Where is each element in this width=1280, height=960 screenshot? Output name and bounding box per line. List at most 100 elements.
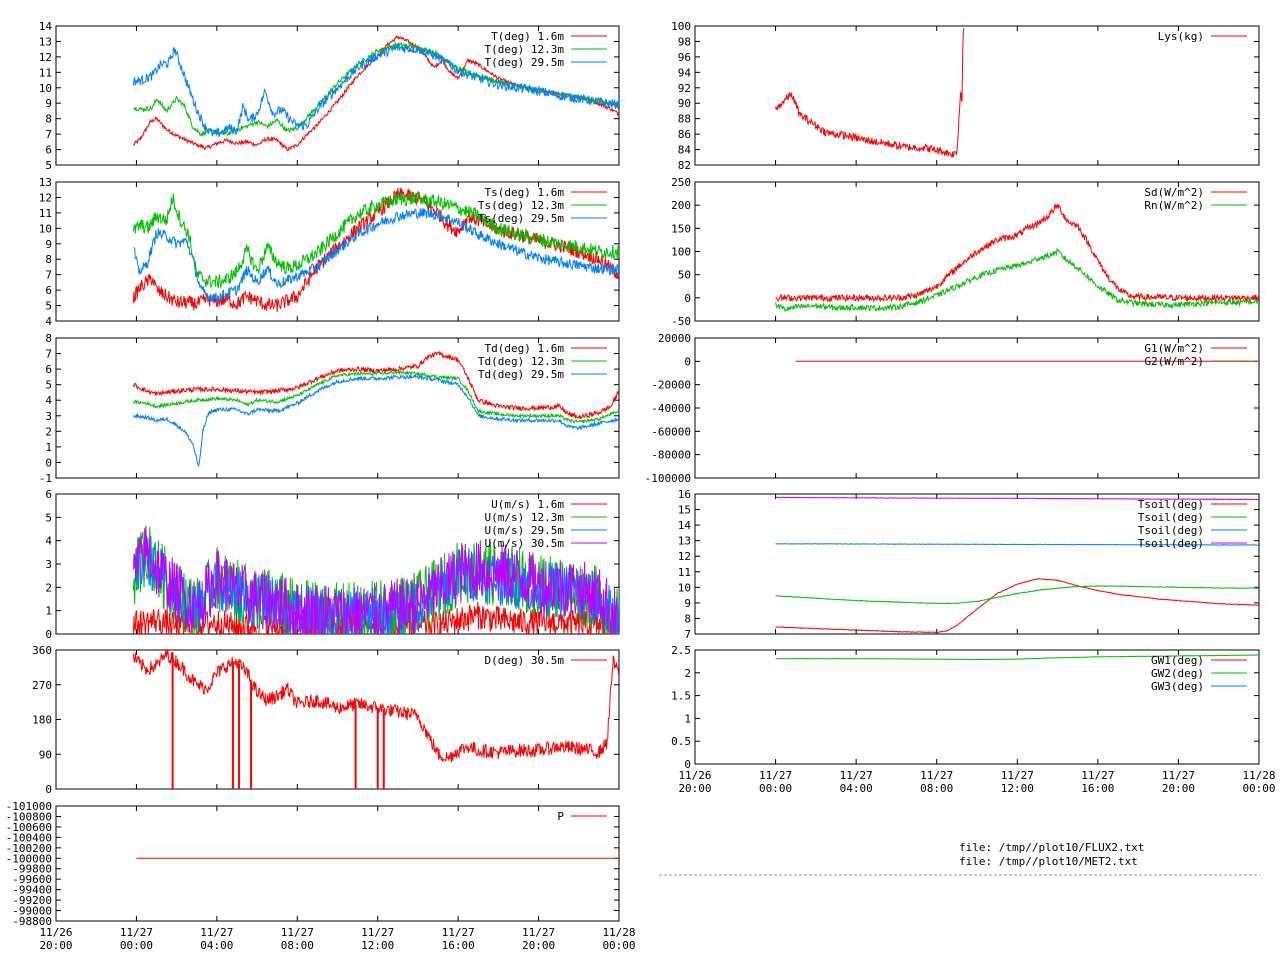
y-tick-label: 0 [684, 355, 691, 368]
panel-wind-direction: 0 90 180 270 360 D(deg) 30.5m [32, 644, 620, 796]
x-tick-time: 08:00 [920, 782, 953, 795]
y-tick-label: 16 [678, 488, 691, 501]
legend-label: U(m/s) 1.6m [491, 498, 564, 511]
y-tick-label: 12 [678, 550, 691, 563]
x-tick-date: 11/27 [1081, 769, 1114, 782]
series-line-2 [775, 543, 1259, 546]
plot-frame [55, 805, 620, 922]
series-line-2 [133, 208, 619, 304]
x-tick-time: 08:00 [281, 939, 314, 952]
y-tick-label: 180 [32, 714, 52, 727]
y-tick-label: 92 [678, 82, 691, 95]
x-tick-time: 04:00 [200, 939, 233, 952]
y-tick-label: 4 [45, 535, 52, 548]
legend-label: G1(W/m^2) [1144, 342, 1204, 355]
panel-radiation: -50 0 50 100 150 200 250 Sd(W/m^2)Rn(W/m^2) [671, 176, 1260, 328]
legend-label: Lys(kg) [1158, 30, 1204, 43]
y-tick-label: -100600 [6, 821, 52, 834]
plot-frame [55, 337, 620, 479]
x-tick-time: 20:00 [1162, 782, 1195, 795]
y-tick-label: 9 [45, 97, 52, 110]
y-tick-label: 100 [671, 20, 691, 33]
y-tick-label: 50 [678, 269, 691, 282]
x-tick-time: 16:00 [442, 939, 475, 952]
x-tick-date: 11/27 [920, 769, 953, 782]
series-line-1 [132, 526, 619, 634]
y-tick-label: -20000 [651, 379, 691, 392]
y-tick-label: 13 [39, 176, 52, 189]
y-tick-label: 3 [45, 558, 52, 571]
legend-label: Ts(deg) 1.6m [485, 186, 565, 199]
y-tick-label: 3 [45, 410, 52, 423]
y-tick-label: 14 [678, 519, 692, 532]
legend-label: T(deg) 1.6m [491, 30, 564, 43]
legend-label: G2(W/m^2) [1144, 355, 1204, 368]
y-tick-label: 8 [684, 612, 691, 625]
plot-frame [694, 493, 1260, 635]
y-tick-label: 4 [45, 315, 52, 328]
legend-label: Ts(deg) 12.3m [478, 199, 564, 212]
legend-label: GW1(deg) [1151, 654, 1204, 667]
legend-label: GW2(deg) [1151, 667, 1204, 680]
y-tick-label: 200 [671, 199, 691, 212]
y-tick-label: 2 [45, 581, 52, 594]
y-tick-label: -40000 [651, 402, 691, 415]
y-tick-label: 0 [684, 292, 691, 305]
file-note-flux: file: /tmp//plot10/FLUX2.txt [959, 841, 1144, 854]
y-tick-label: 6 [45, 284, 52, 297]
x-tick-time: 16:00 [1081, 782, 1114, 795]
y-tick-label: -99800 [12, 863, 52, 876]
y-tick-label: 82 [678, 159, 691, 172]
series-line-1 [132, 190, 619, 289]
x-tick-time: 04:00 [840, 782, 873, 795]
y-tick-label: 360 [32, 644, 52, 657]
series-group [132, 187, 619, 313]
legend-label: GW3(deg) [1151, 680, 1204, 693]
y-tick-label: 14 [39, 20, 53, 33]
y-tick-label: 20000 [658, 332, 691, 345]
y-tick-label: -100000 [6, 852, 52, 865]
y-tick-label: 250 [671, 176, 691, 189]
y-tick-label: 13 [678, 535, 691, 548]
y-tick-label: 0 [45, 628, 52, 641]
x-tick-time: 00:00 [1242, 782, 1275, 795]
x-tick-time: 20:00 [522, 939, 555, 952]
legend-label: Td(deg) 1.6m [485, 342, 565, 355]
legend-label: Td(deg) 12.3m [478, 355, 564, 368]
y-tick-label: 8 [45, 253, 52, 266]
x-tick-time: 20:00 [39, 939, 72, 952]
y-tick-label: -98800 [12, 915, 52, 928]
y-tick-label: 4 [45, 394, 52, 407]
series-line-1 [775, 248, 1259, 313]
y-tick-label: 10 [678, 581, 691, 594]
y-tick-label: 2.5 [671, 644, 691, 657]
y-tick-label: -100400 [6, 831, 52, 844]
y-tick-label: 5 [45, 379, 52, 392]
x-tick-date: 11/27 [840, 769, 873, 782]
y-tick-label: -50 [671, 315, 691, 328]
y-tick-label: 11 [39, 66, 52, 79]
legend-label: P [557, 810, 564, 823]
series-line-0 [132, 350, 619, 420]
y-tick-label: 2 [45, 425, 52, 438]
y-tick-label: 9 [45, 238, 52, 251]
y-tick-label: 90 [678, 97, 691, 110]
x-tick-time: 00:00 [602, 939, 635, 952]
y-tick-label: 90 [39, 748, 52, 761]
y-tick-label: 6 [45, 363, 52, 376]
x-tick-time: 12:00 [361, 939, 394, 952]
y-tick-label: 11 [678, 566, 691, 579]
y-tick-label: 150 [671, 222, 691, 235]
y-tick-label: 12 [39, 191, 52, 204]
series-line-3 [132, 525, 619, 634]
x-tick-time: 00:00 [120, 939, 153, 952]
series-line-0 [775, 204, 1259, 304]
x-tick-date: 11/28 [602, 926, 635, 939]
y-tick-label: 0.5 [671, 735, 691, 748]
x-tick-date: 11/27 [281, 926, 314, 939]
y-tick-label: -60000 [651, 425, 691, 438]
x-tick-date: 11/27 [1001, 769, 1034, 782]
legend-label: Tsoil(deg) [1138, 524, 1204, 537]
